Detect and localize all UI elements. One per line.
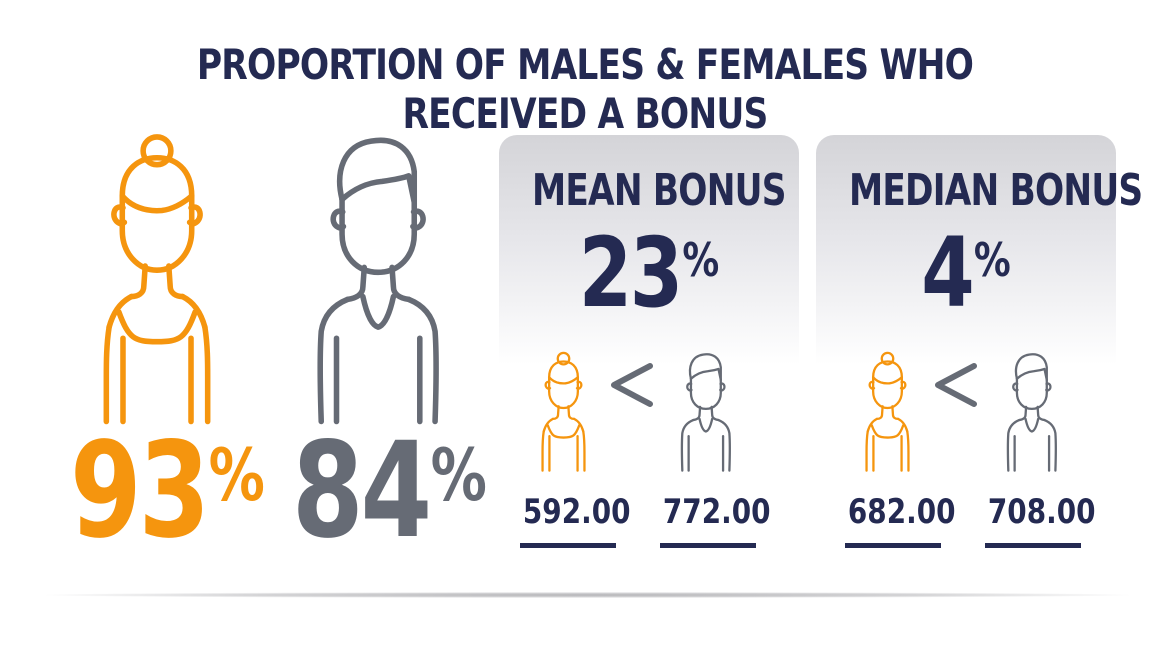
male-proportion: 84%: [292, 425, 487, 557]
median-bonus-male-value: 708.00: [987, 492, 1096, 532]
divider: [520, 543, 616, 548]
female-proportion-value: 93: [70, 414, 210, 568]
less-than-icon: [611, 363, 653, 407]
mean-bonus-label: MEAN BONUS: [532, 165, 786, 216]
divider: [845, 543, 941, 548]
mean-bonus-percentage: 23%: [529, 225, 769, 321]
male-proportion-unit: %: [430, 433, 487, 517]
mean-bonus-female-value: 592.00: [522, 492, 631, 532]
mean-bonus-value: 23: [578, 217, 683, 329]
mean-bonus-unit: %: [682, 233, 720, 287]
divider: [985, 543, 1081, 548]
median-bonus-percentage: 4%: [846, 225, 1086, 321]
divider: [660, 543, 756, 548]
female-proportion: 93%: [70, 425, 265, 557]
mean-bonus-male-value: 772.00: [662, 492, 771, 532]
median-bonus-female-value: 682.00: [847, 492, 956, 532]
female-person-icon: [541, 351, 586, 472]
male-person-icon: [286, 130, 471, 425]
median-bonus-label: MEDIAN BONUS: [849, 165, 1143, 216]
male-person-icon: [1006, 352, 1058, 472]
male-person-icon: [680, 352, 732, 472]
page-title: PROPORTION OF MALES & FEMALES WHO RECEIV…: [196, 40, 974, 138]
less-than-icon: [935, 363, 977, 407]
floor-shadow: [45, 592, 1130, 598]
female-person-icon: [865, 351, 910, 472]
median-bonus-value: 4: [921, 217, 974, 329]
female-person-icon: [72, 130, 242, 425]
median-bonus-unit: %: [973, 233, 1011, 287]
male-proportion-value: 84: [292, 414, 432, 568]
median-bonus-panel: MEDIAN BONUS 4%: [816, 135, 1143, 365]
female-proportion-unit: %: [208, 433, 265, 517]
mean-bonus-panel: MEAN BONUS 23%: [499, 135, 799, 365]
